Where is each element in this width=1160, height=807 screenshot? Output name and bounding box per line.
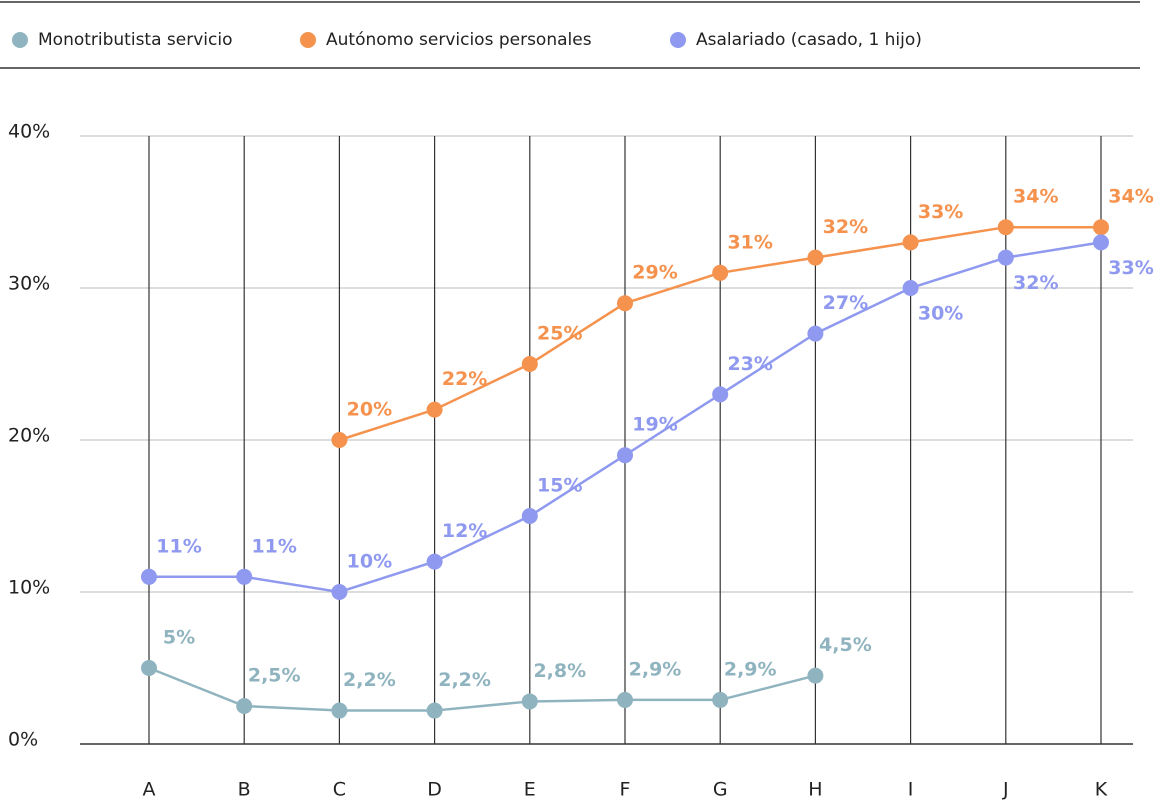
data-label: 31%: [727, 231, 772, 253]
data-point: [236, 698, 253, 714]
data-point: [617, 691, 633, 708]
x-tick-label: I: [908, 779, 914, 801]
y-tick-label: 30%: [8, 273, 50, 295]
data-label: 32%: [823, 216, 868, 238]
data-point: [426, 401, 443, 418]
legend-marker: [670, 32, 686, 48]
x-tick-label: J: [1002, 779, 1009, 801]
data-point: [426, 553, 443, 570]
data-point: [807, 325, 824, 342]
data-point: [902, 234, 919, 251]
x-tick-label: B: [238, 779, 251, 801]
data-point: [141, 660, 157, 676]
data-label: 30%: [918, 303, 963, 325]
x-tick-label: E: [524, 779, 536, 801]
data-point: [997, 249, 1014, 266]
data-point: [141, 568, 157, 585]
data-point: [617, 447, 633, 464]
legend-label: Monotributista servicio: [38, 30, 232, 50]
data-point: [712, 264, 729, 281]
data-label: 12%: [442, 520, 487, 542]
legend-label: Asalariado (casado, 1 hijo): [696, 30, 922, 50]
data-label: 29%: [632, 262, 677, 284]
data-label: 27%: [823, 292, 868, 314]
x-tick-label: H: [808, 779, 822, 801]
y-tick-label: 0%: [8, 729, 38, 751]
data-point: [1093, 234, 1109, 251]
data-label: 11%: [156, 535, 201, 557]
data-label: 2,8%: [533, 660, 586, 682]
y-tick-label: 10%: [8, 577, 50, 599]
data-point: [521, 693, 538, 710]
data-point: [426, 702, 443, 719]
data-point: [331, 702, 348, 719]
data-label: 32%: [1013, 272, 1058, 294]
series-line: [148, 666, 816, 712]
data-label: 19%: [632, 414, 677, 436]
data-point: [997, 219, 1014, 236]
data-point: [807, 667, 824, 684]
data-label: 20%: [347, 399, 392, 421]
data-label: 15%: [537, 475, 582, 497]
data-point: [1093, 219, 1109, 236]
y-tick-label: 20%: [8, 425, 50, 447]
data-label: 2,9%: [724, 658, 777, 680]
data-label: 2,2%: [343, 669, 396, 691]
data-label: 34%: [1013, 186, 1058, 208]
x-tick-label: F: [620, 779, 631, 801]
data-label: 2,2%: [438, 669, 491, 691]
data-point: [236, 568, 253, 585]
x-tick-label: C: [333, 779, 346, 801]
data-label: 4,5%: [819, 634, 872, 656]
data-label: 25%: [537, 323, 582, 345]
x-tick-label: G: [713, 779, 728, 801]
data-label: 34%: [1108, 186, 1153, 208]
legend-marker: [300, 32, 316, 48]
data-label: 2,5%: [248, 665, 301, 687]
data-label: 10%: [347, 551, 392, 573]
data-label: 23%: [727, 353, 772, 375]
legend-marker: [12, 32, 28, 48]
data-label: 2,9%: [629, 658, 682, 680]
data-point: [331, 584, 348, 600]
x-tick-label: D: [427, 779, 442, 801]
x-tick-label: A: [143, 779, 156, 801]
data-label: 33%: [918, 201, 963, 223]
data-label: 5%: [163, 627, 195, 649]
data-label: 11%: [251, 535, 296, 557]
data-label: 22%: [442, 368, 487, 390]
data-point: [617, 295, 633, 312]
data-point: [521, 508, 538, 524]
data-point: [807, 249, 824, 266]
data-point: [712, 691, 729, 708]
data-point: [902, 280, 919, 296]
legend-label: Autónomo servicios personales: [326, 30, 592, 50]
x-tick-label: K: [1095, 779, 1108, 801]
data-point: [712, 386, 729, 403]
data-point: [331, 432, 348, 448]
data-label: 33%: [1108, 257, 1153, 279]
data-point: [521, 356, 538, 372]
y-tick-label: 40%: [8, 121, 50, 143]
